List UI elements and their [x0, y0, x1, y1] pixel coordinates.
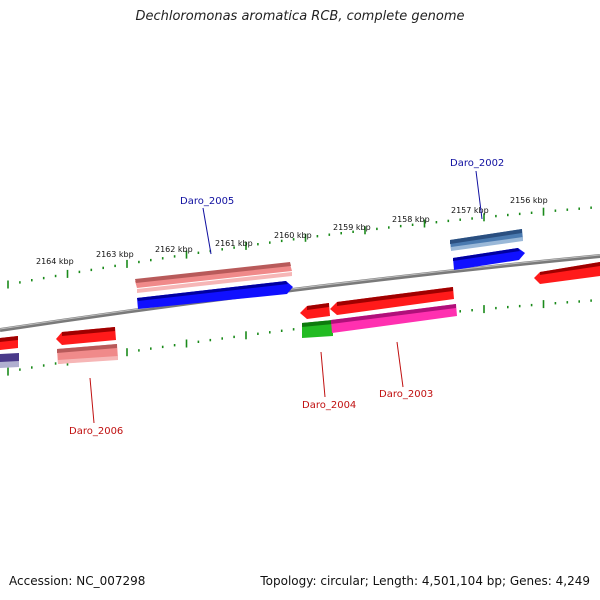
gene-daro-2002-inner[interactable]	[453, 248, 525, 270]
genome-backbone-highlight	[0, 254, 600, 330]
gene-left-edge-blue[interactable]	[0, 353, 19, 368]
leader-daro-2002	[475, 170, 483, 220]
label-daro-2006[interactable]: Daro_2006	[69, 426, 123, 437]
gene-daro-2005-outer[interactable]	[135, 262, 292, 293]
gene-left-edge-red[interactable]	[0, 336, 18, 350]
map-title: Dechloromonas aromatica RCB, complete ge…	[135, 9, 465, 24]
gene-daro-2005-inner[interactable]	[137, 281, 293, 309]
genome-backbone	[0, 254, 600, 332]
gene-daro-2004-outer[interactable]	[300, 303, 330, 319]
label-daro-2002[interactable]: Daro_2002	[450, 158, 504, 169]
kbp-label-2162: 2162 kbp	[155, 245, 193, 254]
leader-daro-2005	[202, 207, 212, 255]
leader-daro-2003	[396, 341, 404, 388]
kbp-label-2159: 2159 kbp	[333, 223, 371, 232]
accession-text: Accession: NC_007298	[9, 574, 146, 588]
kbp-label-2156: 2156 kbp	[510, 196, 548, 205]
gene-daro-2004-inner[interactable]	[302, 320, 333, 338]
kbp-label-2161: 2161 kbp	[215, 239, 253, 248]
kbp-label-2160: 2160 kbp	[274, 231, 312, 240]
gene-forward-right-edge[interactable]	[534, 262, 600, 284]
genome-summary-text: Topology: circular; Length: 4,501,104 bp…	[260, 574, 590, 588]
label-daro-2005[interactable]: Daro_2005	[180, 196, 234, 207]
label-daro-2003[interactable]: Daro_2003	[379, 389, 433, 400]
kbp-label-2157: 2157 kbp	[451, 206, 489, 215]
gene-daro-2003-outer[interactable]	[330, 287, 454, 315]
label-daro-2004[interactable]: Daro_2004	[302, 400, 356, 411]
gene-daro-2006-inner[interactable]	[57, 344, 118, 364]
leader-daro-2004	[320, 351, 326, 398]
kbp-label-2158: 2158 kbp	[392, 215, 430, 224]
leader-daro-2006	[89, 377, 95, 424]
forward-strand-scale	[7, 206, 592, 289]
kbp-label-2164: 2164 kbp	[36, 257, 74, 266]
kbp-label-2163: 2163 kbp	[96, 250, 134, 259]
gene-daro-2003-inner[interactable]	[331, 304, 457, 333]
gene-daro-2006-outer[interactable]	[56, 327, 116, 345]
gene-daro-2002-outer[interactable]	[450, 229, 523, 251]
